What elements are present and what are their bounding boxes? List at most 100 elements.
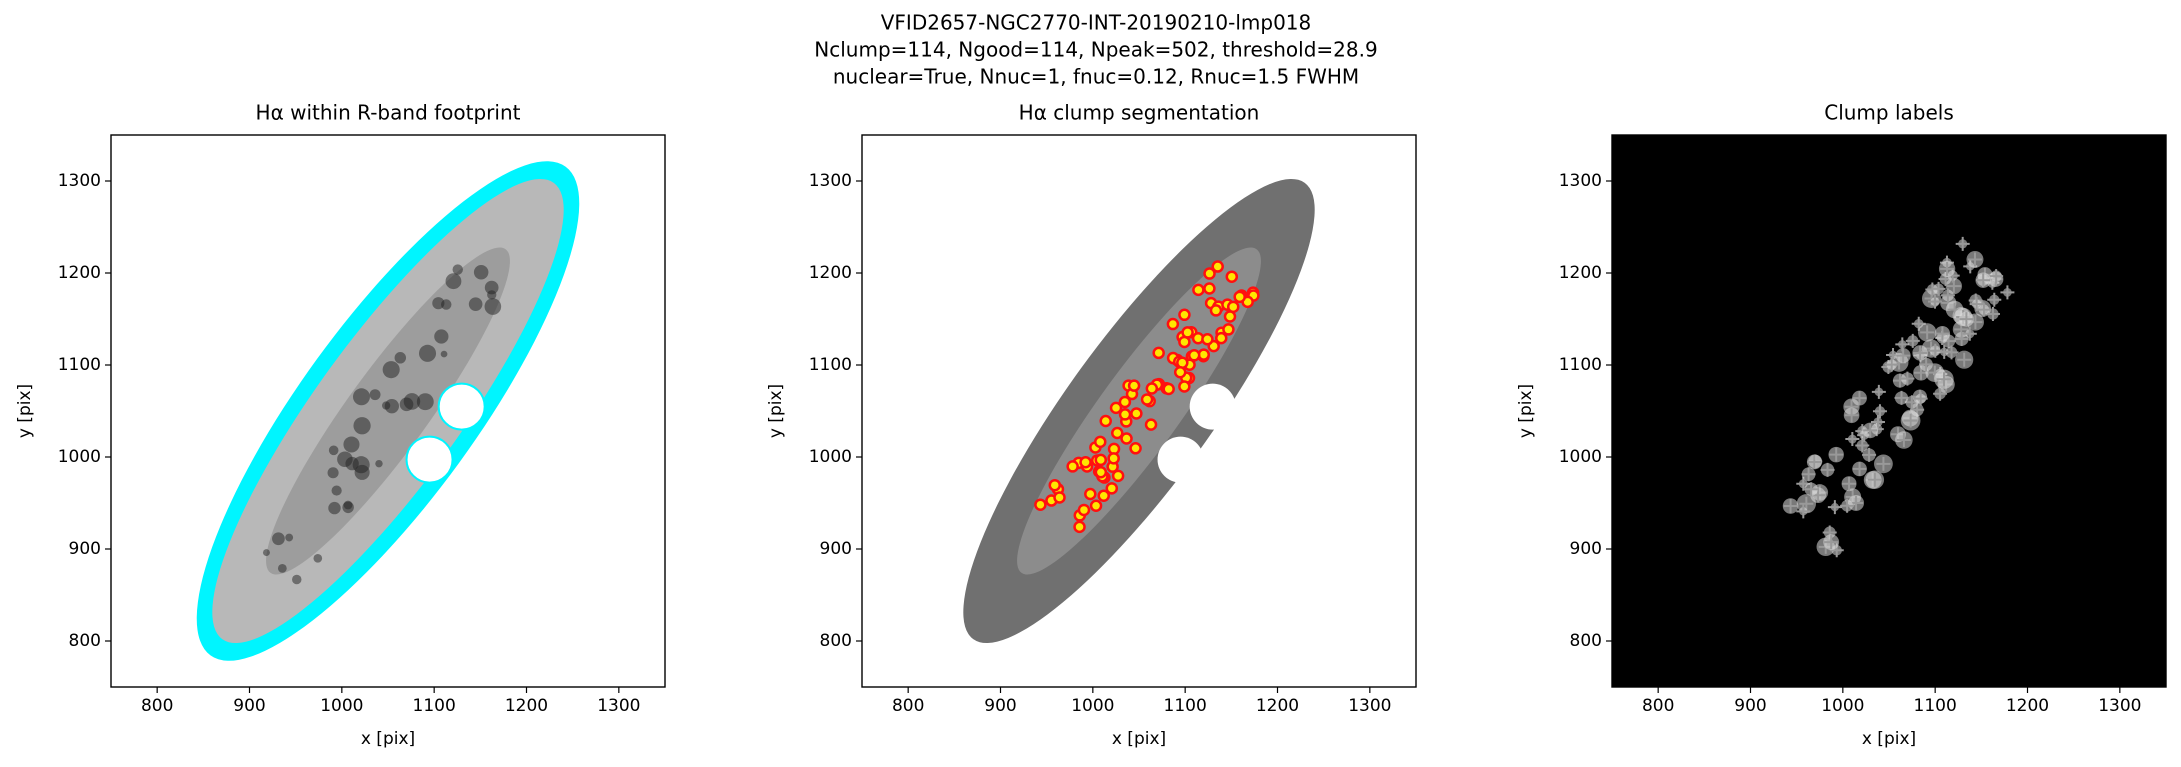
peak-marker <box>1935 326 1950 341</box>
peak-marker <box>1894 390 1909 405</box>
peak-marker <box>1796 504 1811 519</box>
clump-marker <box>1099 414 1112 428</box>
peak-marker <box>1905 333 1920 348</box>
peak-marker <box>1959 312 1974 327</box>
clump <box>384 399 400 414</box>
clump-marker <box>1130 407 1143 420</box>
clump <box>416 393 434 411</box>
y-tick-label: 1100 <box>1559 355 1602 375</box>
x-tick-label: 1200 <box>2006 696 2049 716</box>
clump-marker <box>1178 308 1191 322</box>
clump-marker <box>1084 487 1097 501</box>
y-tick-label: 800 <box>69 631 101 651</box>
peak-marker <box>1876 456 1891 471</box>
peak-marker <box>1862 447 1877 462</box>
peak-marker <box>1871 384 1886 399</box>
peak-marker <box>1985 307 2000 322</box>
figure-title: VFID2657-NGC2770-INT-20190210-lmp018 <box>881 11 1312 35</box>
y-tick-label: 1000 <box>58 447 101 467</box>
peak-marker <box>1989 269 2004 284</box>
y-tick-label: 1000 <box>1559 447 1602 467</box>
peak-marker <box>1940 288 1955 303</box>
clump <box>440 350 448 358</box>
clump <box>484 298 502 315</box>
image <box>1782 236 2015 558</box>
clump-marker <box>1094 453 1108 467</box>
clump-marker <box>1215 331 1228 345</box>
plot-area <box>1612 135 2166 687</box>
mask <box>1157 436 1204 483</box>
peak-marker <box>1900 371 1915 386</box>
peak-marker <box>1844 408 1859 423</box>
clump <box>292 574 302 585</box>
peak-marker <box>1852 391 1867 406</box>
x-axis-label: x [pix] <box>1112 729 1166 749</box>
clump-marker <box>1166 317 1180 331</box>
clump <box>343 500 353 510</box>
y-tick-label: 800 <box>820 631 852 651</box>
clump <box>432 297 445 310</box>
y-tick-label: 1100 <box>58 355 101 375</box>
clump <box>418 344 437 362</box>
x-tick-label: 1300 <box>1348 696 1391 716</box>
y-tick-label: 1100 <box>809 355 852 375</box>
clump-marker <box>1111 426 1124 440</box>
panel: 800 900 1000 1100 1200 1300 800 900 1000 1100 1200… <box>1516 101 2167 749</box>
chart-title: Hα within R-band footprint <box>256 101 521 125</box>
clump-marker <box>1048 478 1062 492</box>
peak-marker <box>2000 285 2015 300</box>
x-tick-label: 1200 <box>505 696 548 716</box>
y-tick-label: 900 <box>820 539 852 559</box>
clump <box>352 388 370 406</box>
clump <box>487 290 497 300</box>
clump <box>484 280 499 295</box>
peak-marker <box>1976 302 1991 317</box>
peak-marker <box>1913 391 1928 406</box>
peak-marker <box>1913 345 1928 360</box>
clump-marker <box>1118 395 1132 409</box>
clump <box>445 273 462 290</box>
y-tick-label: 1300 <box>809 171 852 191</box>
clump-marker <box>1109 401 1123 415</box>
peak-marker <box>1842 476 1857 491</box>
clump-marker <box>1073 520 1086 534</box>
clump-marker <box>1094 465 1108 479</box>
y-tick-label: 1300 <box>1559 171 1602 191</box>
clump-marker <box>1127 379 1141 392</box>
peak-marker <box>1783 499 1798 514</box>
clump-marker <box>1225 270 1239 283</box>
peak-marker <box>1884 357 1899 372</box>
clump <box>382 361 400 379</box>
clump <box>473 264 489 280</box>
clump-marker <box>1173 366 1187 379</box>
peak-marker <box>1845 432 1860 447</box>
peak-marker <box>1872 404 1887 419</box>
clump <box>328 501 341 515</box>
clump <box>327 467 339 479</box>
clump-marker <box>1144 418 1158 431</box>
clump-marker <box>1053 491 1066 504</box>
clump-marker <box>1129 442 1142 455</box>
peak-marker <box>1896 433 1911 448</box>
y-tick-label: 800 <box>1570 631 1602 651</box>
clump-marker <box>1203 282 1216 295</box>
clump <box>285 533 294 542</box>
peak-marker <box>1852 461 1867 476</box>
peak-marker <box>1957 352 1972 367</box>
x-tick-label: 1300 <box>597 696 640 716</box>
clump-marker <box>1203 267 1216 280</box>
clump <box>337 451 353 468</box>
clump-marker <box>1145 382 1159 395</box>
clump-marker <box>1097 489 1110 502</box>
peak-marker <box>1946 279 1961 294</box>
peak-marker <box>1933 386 1948 401</box>
y-tick-label: 1200 <box>1559 263 1602 283</box>
clump-marker <box>1140 393 1154 406</box>
x-axis-label: x [pix] <box>1862 729 1916 749</box>
clump <box>452 264 463 275</box>
y-axis-label: y [pix] <box>766 384 786 438</box>
y-axis-label: y [pix] <box>15 384 35 438</box>
peak-marker <box>1827 500 1842 515</box>
frame <box>861 134 1417 688</box>
clump-marker <box>1178 380 1191 393</box>
